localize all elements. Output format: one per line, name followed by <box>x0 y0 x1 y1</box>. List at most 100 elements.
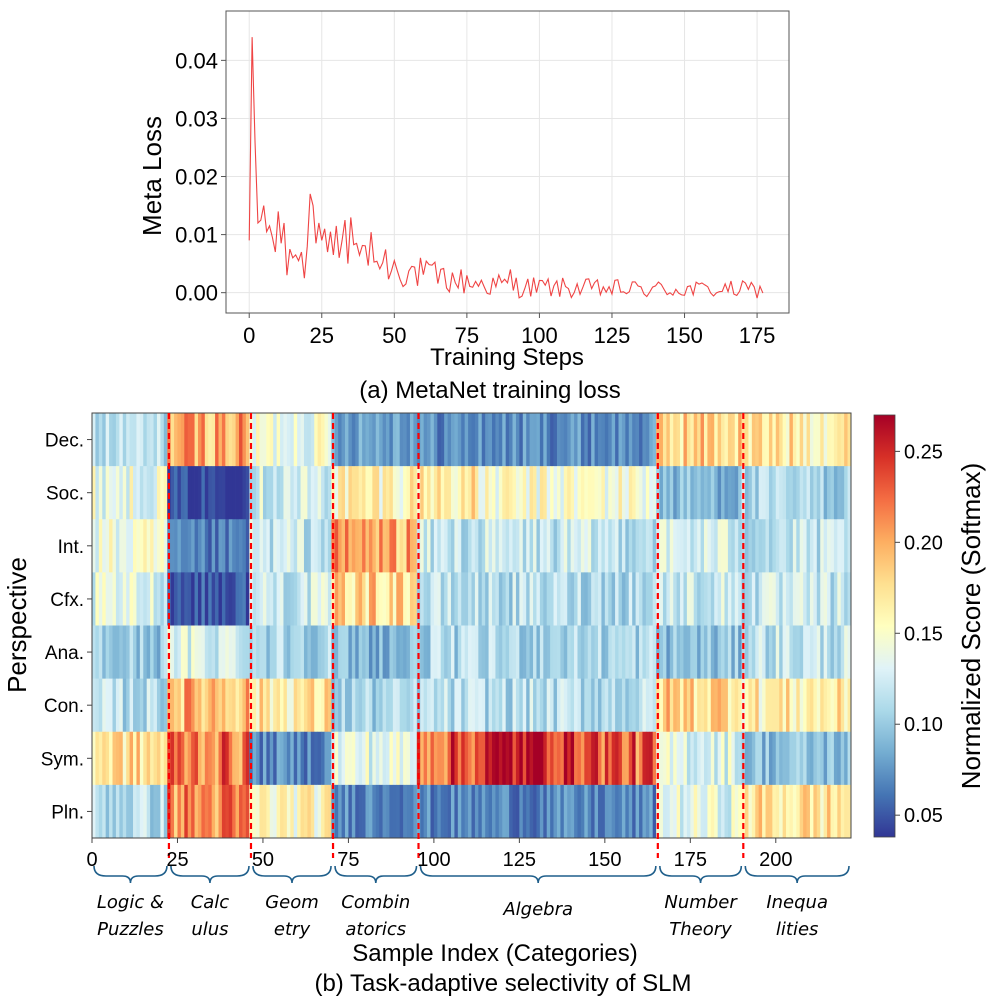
heatmap-cell <box>837 784 842 839</box>
heatmap-cell <box>375 572 380 626</box>
heatmap-cell <box>218 784 223 839</box>
heatmap-cell <box>300 572 305 626</box>
heatmap-cell <box>779 466 783 520</box>
heatmap-cell <box>355 784 360 839</box>
heatmap-cell <box>645 625 650 679</box>
heatmap-cell <box>321 678 325 733</box>
heatmap-cell <box>396 784 401 839</box>
heatmap-cell <box>515 625 520 679</box>
heatmap-cell <box>92 731 96 786</box>
heatmap-cell <box>290 572 295 626</box>
heatmap-cell <box>515 731 520 786</box>
heatmap-cell <box>847 519 852 573</box>
heatmap-cell <box>122 572 127 626</box>
heatmap-cell <box>115 678 120 733</box>
heatmap-cell <box>225 519 230 573</box>
heatmap-cell <box>143 466 148 520</box>
heatmap-cell <box>174 466 178 520</box>
heatmap-cell <box>509 625 513 679</box>
heatmap-cell <box>498 784 503 839</box>
heatmap-cell <box>833 413 838 467</box>
heatmap-cell <box>160 519 165 573</box>
heatmap-cell <box>495 784 500 839</box>
heatmap-cell <box>625 625 630 679</box>
category-label-line1: Combin <box>341 892 410 913</box>
heatmap-cell <box>693 519 698 573</box>
heatmap-cell <box>276 572 281 626</box>
heatmap-cell <box>345 572 349 626</box>
heatmap-cell <box>413 413 418 467</box>
heatmap-cell <box>211 784 216 839</box>
heatmap-cell <box>642 784 647 839</box>
heatmap-cell <box>536 731 541 786</box>
heatmap-cell <box>495 466 500 520</box>
heatmap-cell <box>830 572 835 626</box>
heatmap-cell <box>690 784 695 839</box>
heatmap-cell <box>416 625 421 679</box>
heatmap-cell <box>492 413 496 467</box>
heatmap-cell <box>413 678 418 733</box>
heatmap-cell <box>153 519 158 573</box>
heatmap-cell <box>129 572 134 626</box>
heatmap-cell <box>160 731 165 786</box>
heatmap-cell <box>105 572 110 626</box>
heatmap-cell <box>150 519 154 573</box>
heatmap-cell <box>680 519 684 573</box>
heatmap-cell <box>276 466 281 520</box>
heatmap-cell <box>580 519 585 573</box>
heatmap-cell <box>526 572 530 626</box>
heatmap-cell <box>464 625 469 679</box>
heatmap-cell <box>505 413 510 467</box>
heatmap-cell <box>690 466 695 520</box>
heatmap-cell <box>310 466 315 520</box>
heatmap-cell <box>526 678 530 733</box>
heatmap-cell <box>416 413 421 467</box>
heatmap-cell <box>536 519 541 573</box>
heatmap-cell <box>187 519 192 573</box>
heatmap-cell <box>406 519 411 573</box>
heatmap-cell <box>440 466 445 520</box>
heatmap-cell <box>396 572 401 626</box>
heatmap-cell <box>847 678 852 733</box>
heatmap-x-tick-label: 100 <box>417 849 450 871</box>
heatmap-cell <box>348 731 353 786</box>
heatmap-cell <box>707 413 712 467</box>
heatmap-cell <box>461 784 466 839</box>
heatmap-cell <box>197 731 202 786</box>
heatmap-cell <box>447 625 452 679</box>
heatmap-cell <box>827 519 831 573</box>
heatmap-cell <box>262 625 267 679</box>
heatmap-cell <box>208 731 213 786</box>
heatmap-cell <box>235 572 240 626</box>
heatmap-cell <box>580 572 585 626</box>
heatmap-cell <box>621 625 626 679</box>
heatmap-cell <box>775 731 780 786</box>
heatmap-cell <box>649 572 654 626</box>
heatmap-cell <box>837 625 842 679</box>
heatmap-cell <box>444 519 448 573</box>
heatmap-cell <box>662 678 667 733</box>
heatmap-cell <box>129 784 134 839</box>
heatmap-cell <box>837 731 842 786</box>
heatmap-cell <box>102 731 107 786</box>
heatmap-cell <box>95 413 100 467</box>
heatmap-row-label: Pln. <box>51 802 84 823</box>
heatmap-cell <box>628 519 633 573</box>
heatmap-cell <box>809 466 814 520</box>
heatmap-cell <box>133 519 137 573</box>
heatmap-cell <box>806 572 811 626</box>
heatmap-cell <box>529 625 534 679</box>
heatmap-x-tick-label: 25 <box>166 849 188 871</box>
heatmap-cell <box>833 466 838 520</box>
heatmap-cell <box>673 784 677 839</box>
heatmap-cell <box>563 731 568 786</box>
heatmap-cell <box>635 466 640 520</box>
heatmap-cell <box>290 731 295 786</box>
heatmap-cell <box>345 466 349 520</box>
heatmap-cell <box>269 466 274 520</box>
heatmap-cell <box>775 784 780 839</box>
heatmap-cell <box>676 678 681 733</box>
heatmap-cell <box>604 731 609 786</box>
heatmap-cell <box>358 466 363 520</box>
heatmap-cell <box>635 784 640 839</box>
